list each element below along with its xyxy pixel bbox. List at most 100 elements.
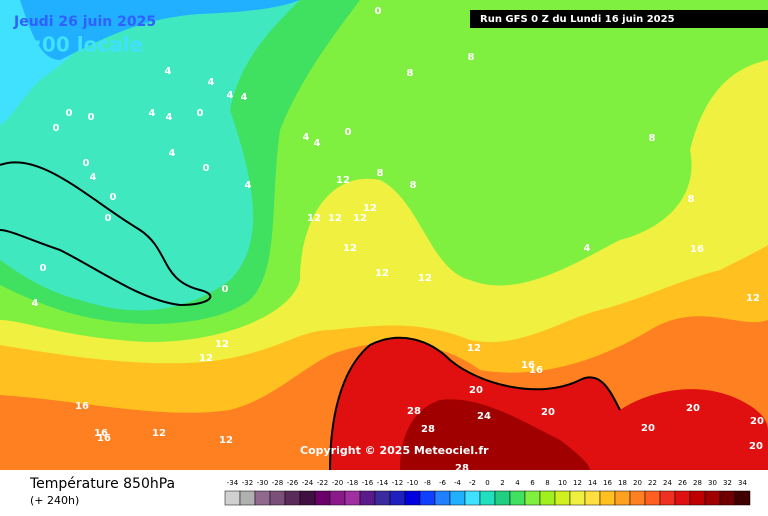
legend-label: 34	[738, 479, 747, 487]
contour-label: 20	[541, 407, 555, 418]
contour-label: 12	[375, 268, 389, 279]
legend-label: 14	[588, 479, 597, 487]
contour-line	[0, 161, 212, 307]
legend-swatch	[509, 490, 526, 506]
contour-label: 12	[418, 273, 432, 284]
legend-label: -16	[362, 479, 374, 487]
legend-swatch	[599, 490, 616, 506]
time-label: 1:00 locale	[20, 33, 143, 57]
legend-label: 22	[648, 479, 657, 487]
legend-swatch	[614, 490, 631, 506]
contour-label: 16	[529, 365, 543, 376]
contour-label: 4	[303, 132, 310, 143]
legend-label: 6	[530, 479, 535, 487]
legend-label: 18	[618, 479, 627, 487]
legend-label: -20	[332, 479, 343, 487]
legend-swatch	[629, 490, 646, 506]
contour-label: 8	[407, 68, 414, 79]
legend-label: -24	[302, 479, 314, 487]
cool-area	[0, 0, 300, 311]
legend-swatch	[389, 490, 406, 506]
contour-label: 12	[353, 213, 367, 224]
legend-label: 16	[603, 479, 612, 487]
legend-label: -2	[469, 479, 476, 487]
contour-label: 4	[169, 148, 176, 159]
contour-label: 16	[97, 433, 111, 444]
legend-label: -18	[347, 479, 358, 487]
legend-swatch	[644, 490, 661, 506]
contour-label: 0	[83, 158, 90, 169]
contour-label: 12	[328, 213, 342, 224]
legend-swatch	[314, 490, 331, 506]
contour-label: 0	[375, 6, 382, 17]
contour-label: 0	[40, 263, 47, 274]
legend-swatch	[734, 490, 751, 506]
legend-swatch	[704, 490, 721, 506]
legend-label: -8	[424, 479, 431, 487]
legend-label: 2	[500, 479, 504, 487]
legend-swatch	[494, 490, 511, 506]
contour-label: 16	[94, 428, 108, 439]
legend-swatch	[659, 490, 676, 506]
contour-label: 8	[688, 194, 695, 205]
legend-swatch	[539, 490, 556, 506]
contour-label: 20	[469, 385, 483, 396]
legend-label: 8	[545, 479, 549, 487]
contour-label: 4	[314, 138, 321, 149]
legend-label: -26	[287, 479, 299, 487]
contour-label: 16	[521, 360, 535, 371]
contour-label: 20	[749, 441, 763, 452]
legend-label: 28	[693, 479, 702, 487]
contour-label: 8	[649, 133, 656, 144]
legend-swatch	[359, 490, 376, 506]
legend-swatch	[524, 490, 541, 506]
colder-area	[20, 0, 300, 60]
contour-label: 4	[90, 172, 97, 183]
legend-label: -12	[392, 479, 403, 487]
legend-swatch	[419, 490, 436, 506]
legend-label: -22	[317, 479, 328, 487]
contour-label: 4	[165, 66, 172, 77]
contour-label: 4	[166, 112, 173, 123]
legend-label: -32	[242, 479, 253, 487]
run-box	[470, 10, 768, 28]
legend-label: -34	[227, 479, 239, 487]
legend-label: -30	[257, 479, 268, 487]
footer-lead: (+ 240h)	[30, 494, 79, 507]
contour-label: 8	[468, 52, 475, 63]
run-label: Run GFS 0 Z du Lundi 16 juin 2025	[480, 14, 675, 25]
legend-swatch	[329, 490, 346, 506]
legend-label: 20	[633, 479, 642, 487]
legend-label: -10	[407, 479, 418, 487]
contour-label: 4	[208, 77, 215, 88]
contour-label: 20	[750, 416, 764, 427]
contour-label: 8	[410, 180, 417, 191]
contour-label: 28	[421, 424, 435, 435]
contour-label: 4	[241, 92, 248, 103]
legend-swatch	[374, 490, 391, 506]
contour-label: 0	[105, 213, 112, 224]
contour-label: 12	[467, 343, 481, 354]
contour-label: 8	[377, 168, 384, 179]
contour-label: 4	[227, 90, 234, 101]
contour-label: 4	[149, 108, 156, 119]
legend-swatch	[254, 490, 271, 506]
contour-label: 28	[455, 463, 469, 474]
contour-label: 12	[363, 203, 377, 214]
contour-label: 12	[199, 353, 213, 364]
legend-swatch	[269, 490, 286, 506]
legend-label: -14	[377, 479, 389, 487]
legend-label: -4	[454, 479, 462, 487]
contour-label: 0	[66, 108, 73, 119]
contour-label: 12	[336, 175, 350, 186]
legend-swatch	[464, 490, 481, 506]
legend-label: 24	[663, 479, 672, 487]
legend-label: 30	[708, 479, 717, 487]
contour-label: 0	[222, 284, 229, 295]
legend-swatch	[284, 490, 301, 506]
contour-label: 12	[152, 428, 166, 439]
legend-swatch	[674, 490, 691, 506]
legend-swatch	[554, 490, 571, 506]
contour-label: 12	[215, 339, 229, 350]
